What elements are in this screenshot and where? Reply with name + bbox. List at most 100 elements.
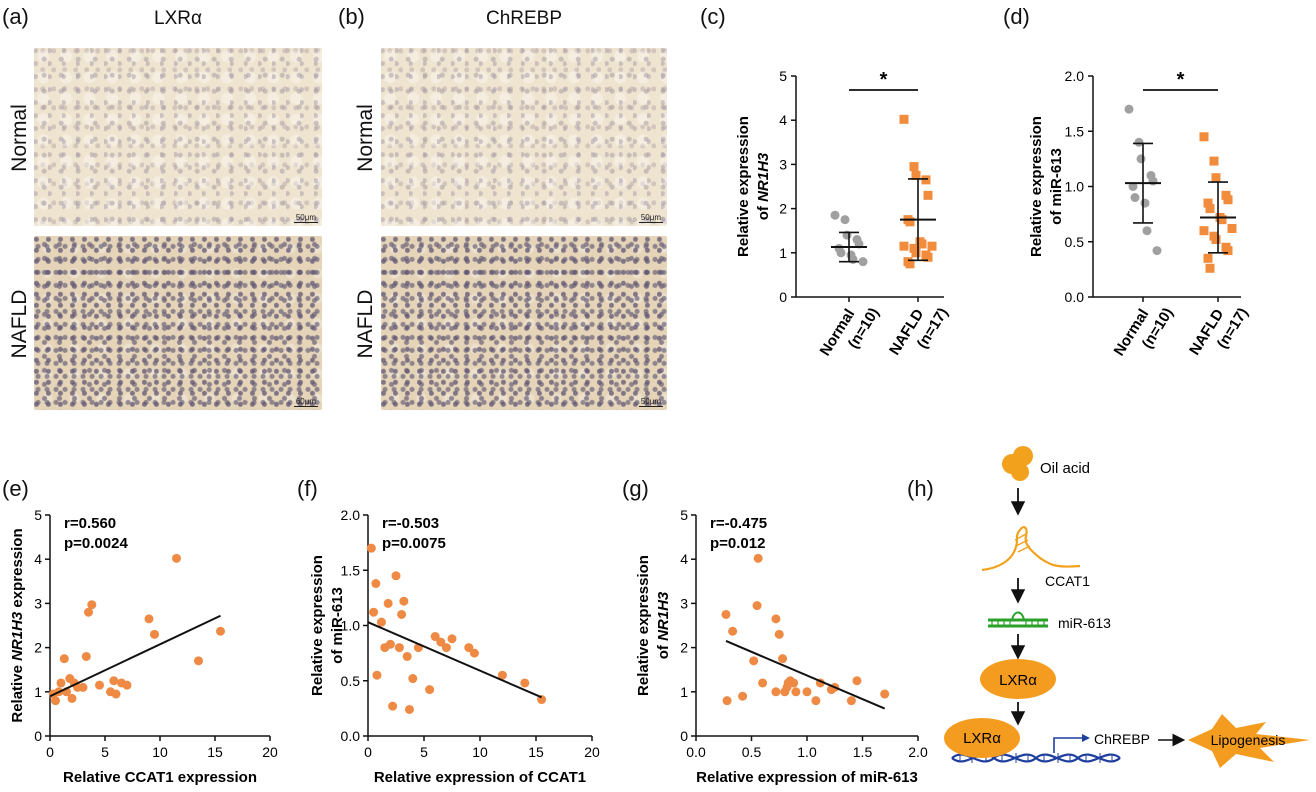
data-point [366,543,376,553]
y-tick-label: 1 [680,684,688,700]
data-point [404,704,414,714]
y-axis-title-line: of miR-613 [329,587,346,664]
data-point [911,170,921,180]
data-point [81,651,91,661]
oil-droplet-icon [1013,446,1033,466]
y-axis-title-line: of [655,641,672,659]
data-point [144,614,154,624]
chrebp-label: ChREBP [1094,731,1150,747]
y-tick-label: 3 [680,595,688,611]
data-point [771,687,781,697]
data-point [758,678,768,688]
y-tick-label: 2.0 [1065,68,1085,84]
data-point [778,654,788,664]
oil-droplet-icon [1011,463,1029,481]
lipogenesis-label: Lipogenesis [1211,732,1286,748]
scale-bar: 50μm [293,213,318,223]
x-axis-title: Relative expression of miR-613 [696,769,918,786]
data-point [376,617,386,627]
data-point [1142,226,1152,236]
data-point [1152,246,1162,256]
y-tick-label: 4 [34,551,42,567]
data-point [383,598,393,608]
data-point [436,637,446,647]
p-value: p=0.0075 [382,535,446,552]
lxra-bound-node [944,718,1020,758]
data-point [1128,182,1138,191]
data-point [830,210,840,220]
data-point [1203,253,1213,263]
y-tick-label: 0 [779,289,787,305]
regression-line [725,640,886,710]
lxra-label: LXRα [999,672,1037,689]
data-point [441,643,451,653]
y-tick-label: 0.0 [1065,289,1085,305]
data-point [394,643,404,653]
data-point [1209,156,1219,166]
data-point [927,241,937,251]
data-point [497,670,507,680]
data-point [752,601,762,611]
y-axis-title-line: Relative expression [735,116,752,257]
data-point [67,693,77,703]
panel-label-h: (h) [907,476,934,501]
data-point [464,643,474,653]
x-tick-label: 0.0 [686,744,706,760]
chart-f: 0.0 0.5 1.0 1.5 2.0 0 5 10 15 20 Relative expressi… [309,507,600,786]
y-tick-label: 1.5 [341,562,361,578]
lncrna-icon [981,526,1081,572]
y-axis-title: Relative expression of NR1H3 [735,116,772,257]
x-tick-label: 1.0 [797,744,817,760]
regression-line [367,621,542,699]
data-point [1223,195,1233,205]
data-point [722,696,732,706]
r-value: r=-0.475 [710,515,767,532]
data-point [51,696,60,706]
y-tick-label: 5 [680,507,688,523]
data-point [369,607,379,617]
data-point [728,626,738,636]
data-point [774,629,784,639]
panel-label-b: (b) [338,4,365,29]
y-axis-title-line: Relative expression [1028,116,1045,257]
significance-star: * [880,69,888,91]
y-tick-label: 1 [34,684,42,700]
chart-d: 0.0 0.5 1.0 1.5 2.0 Relative expression of miR… [1028,68,1252,369]
data-point [109,676,119,686]
x-category-label: Normal(n=10) [1111,294,1177,369]
data-point [905,259,915,269]
micrograph-chrebp-nafld: 50μm [381,236,667,410]
data-point [721,609,731,619]
data-point [520,678,530,688]
scale-bar: 60μm [293,397,318,407]
data-point [909,162,919,172]
data-point [447,634,457,644]
data-point [923,252,933,262]
y-tick-label: 1.0 [1065,179,1085,195]
panel-label-c: (c) [700,4,726,29]
chart-g: 0 1 2 3 4 5 0.0 0.5 1.0 1.5 2.0 Relative expression… [635,507,928,786]
y-axis-title: Relative expression of miR-613 [1028,116,1065,257]
data-point [402,651,412,661]
x-tick-label: 20 [584,744,600,760]
micrograph-chrebp-normal: 50μm [381,48,667,226]
x-tick-label: 15 [528,744,544,760]
chart-e: 0 1 2 3 4 5 0 5 10 15 20 Relative CCAT1 expression R… [9,507,278,786]
scale-bar: 50μm [638,397,663,407]
data-point [1130,193,1140,203]
data-point [1136,154,1146,164]
data-point [789,678,799,688]
data-point [95,680,104,690]
data-point [771,614,781,624]
data-point [388,701,398,711]
data-point [1140,198,1150,208]
data-point [372,670,382,680]
data-point [216,626,225,636]
y-axis-title: Relative NR1H3 expression [9,528,26,722]
pathway-diagram: Oil acid CCAT1 miR-613 LXRα LXRα ChREBP … [944,446,1310,768]
y-axis-title: Relative expression of NR1H3 [635,555,672,696]
data-point [899,114,909,124]
y-tick-label: 1 [779,245,787,261]
data-point [399,596,409,606]
y-tick-label: 5 [779,68,787,84]
